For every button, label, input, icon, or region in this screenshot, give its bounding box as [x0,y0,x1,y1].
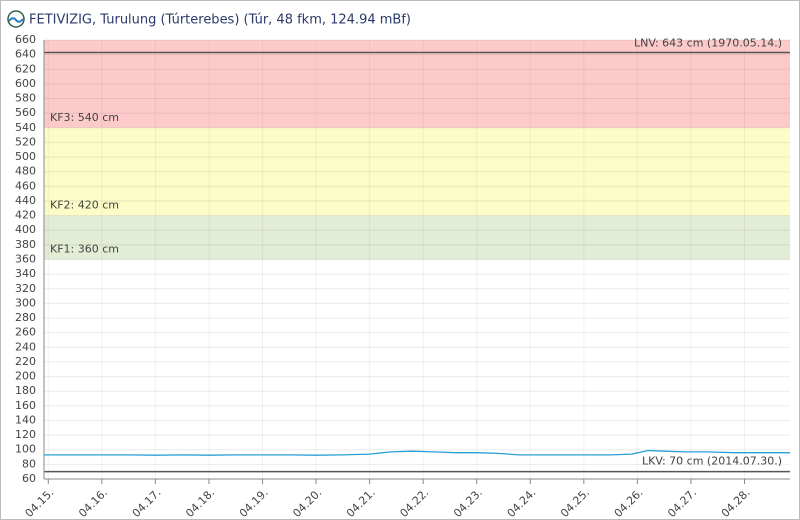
y-tick-label: 620 [15,62,36,75]
y-tick-label: 660 [15,33,36,46]
y-tick-label: 180 [15,384,36,397]
y-tick-label: 320 [15,282,36,295]
y-tick-label: 500 [15,150,36,163]
series-line [44,449,790,456]
band-label: KF2: 420 cm [50,199,119,212]
y-tick-label: 60 [22,472,36,485]
y-tick-label: 100 [15,443,36,456]
y-tick-label: 340 [15,267,36,280]
y-tick-label: 380 [15,238,36,251]
threshold-band [44,127,790,216]
y-tick-label: 560 [15,106,36,119]
y-tick-label: 220 [15,355,36,368]
y-tick-label: 400 [15,223,36,236]
y-tick-label: 360 [15,253,36,266]
y-tick-label: 440 [15,194,36,207]
y-tick-label: 240 [15,340,36,353]
y-tick-label: 640 [15,48,36,61]
y-tick-label: 260 [15,326,36,339]
y-tick-label: 280 [15,311,36,324]
y-tick-label: 580 [15,92,36,105]
y-tick-label: 120 [15,428,36,441]
y-tick-label: 520 [15,135,36,148]
y-tick-label: 420 [15,209,36,222]
y-tick-label: 540 [15,121,36,134]
y-tick-label: 140 [15,413,36,426]
y-tick-label: 200 [15,370,36,383]
threshold-band [44,215,790,260]
band-label: KF3: 540 cm [50,111,119,124]
threshold-band [44,40,790,128]
y-tick-label: 300 [15,296,36,309]
band-label: KF1: 360 cm [50,243,119,256]
logo [7,10,25,28]
y-tick-label: 480 [15,165,36,178]
y-tick-label: 460 [15,179,36,192]
y-tick-label: 160 [15,399,36,412]
chart-title: FETIVIZIG, Turulung (Túrterebes) (Túr, 4… [29,13,411,28]
y-tick-label: 80 [22,457,36,470]
reference-label: LKV: 70 cm (2014.07.30.) [642,455,782,468]
y-tick-label: 600 [15,77,36,90]
reference-label: LNV: 643 cm (1970.05.14.) [634,36,782,49]
